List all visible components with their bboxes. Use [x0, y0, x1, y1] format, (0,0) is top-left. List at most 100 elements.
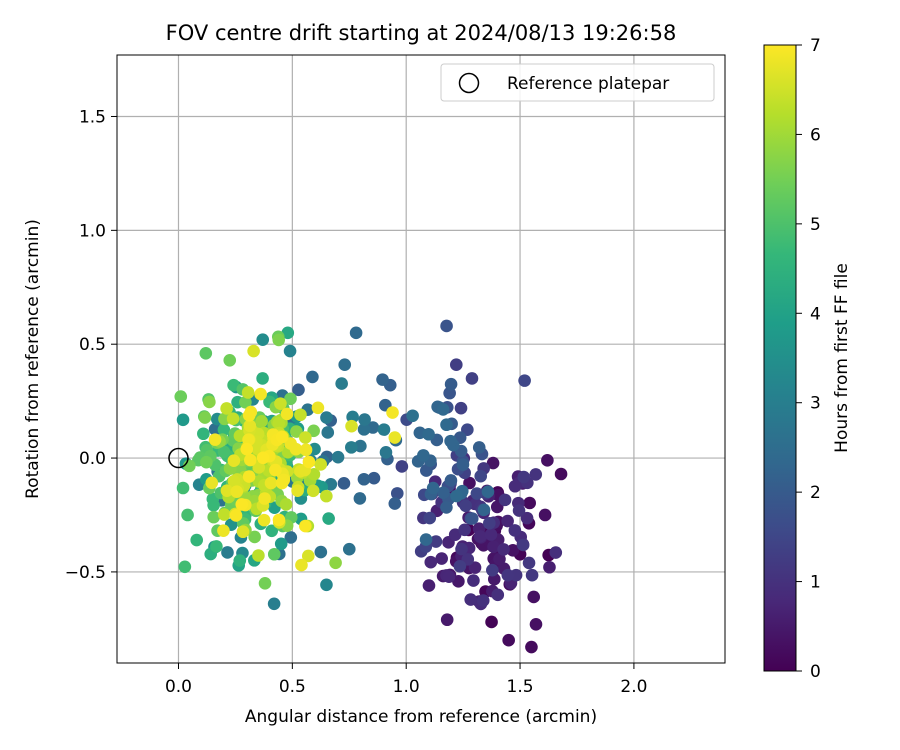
data-point	[243, 419, 257, 433]
data-point	[346, 410, 359, 424]
legend-box	[440, 63, 715, 102]
data-point	[322, 512, 335, 525]
data-point	[474, 469, 488, 483]
reference-platepar-marker	[168, 447, 189, 469]
data-point	[497, 543, 510, 556]
data-point	[512, 504, 526, 517]
data-point	[529, 617, 543, 631]
data-point	[295, 558, 308, 572]
data-point	[280, 407, 294, 421]
data-point	[306, 370, 319, 384]
data-point	[284, 392, 297, 406]
data-point	[470, 487, 484, 500]
data-point	[197, 427, 210, 441]
data-point	[487, 540, 500, 554]
data-point	[477, 503, 491, 517]
data-point	[486, 563, 499, 577]
data-point	[419, 533, 433, 546]
data-point	[423, 511, 437, 525]
data-point	[301, 549, 315, 563]
x-tick-label: 2.0	[620, 677, 647, 697]
data-point	[463, 476, 476, 490]
data-point	[320, 411, 333, 424]
data-points	[174, 319, 568, 654]
data-point	[525, 568, 539, 582]
data-point	[456, 458, 470, 471]
data-point	[543, 560, 556, 574]
data-point	[508, 524, 522, 537]
data-point	[481, 485, 495, 499]
data-point	[240, 442, 254, 456]
colorbar-ticks: 0 1 2 3 4 5 6 7	[796, 36, 821, 682]
data-point	[190, 533, 204, 547]
data-point	[299, 519, 312, 533]
data-point	[493, 552, 506, 566]
data-point	[349, 326, 363, 340]
data-point	[449, 358, 463, 371]
colorbar-tick-label: 5	[810, 215, 821, 235]
data-point	[181, 508, 194, 522]
data-point	[452, 575, 465, 588]
data-point	[226, 412, 240, 425]
data-point	[283, 344, 297, 358]
colorbar-tick-label: 7	[810, 36, 821, 56]
data-point	[257, 513, 271, 527]
data-point	[486, 456, 500, 470]
data-point	[517, 470, 531, 484]
data-point	[529, 468, 543, 481]
data-point	[255, 414, 268, 428]
data-point	[335, 377, 348, 390]
data-point	[244, 453, 257, 467]
data-point	[436, 403, 450, 416]
data-point	[554, 467, 568, 481]
data-point	[302, 455, 316, 469]
data-point	[395, 460, 409, 473]
data-point	[258, 492, 271, 505]
data-point	[440, 613, 454, 627]
data-point	[208, 433, 222, 446]
data-point	[242, 409, 256, 422]
data-point	[454, 401, 468, 415]
data-point	[417, 449, 430, 462]
data-point	[267, 547, 281, 561]
legend-label-reference-platepar: Reference platepar	[507, 74, 669, 94]
data-point	[342, 542, 356, 556]
data-point	[485, 615, 498, 629]
data-point	[437, 486, 450, 500]
x-axis-label: Angular distance from reference (arcmin)	[245, 707, 597, 727]
data-point	[267, 597, 281, 611]
data-point	[233, 554, 247, 567]
data-point	[279, 498, 293, 511]
data-point	[461, 423, 474, 437]
data-point	[321, 426, 335, 439]
data-point	[440, 418, 453, 432]
chart-title: FOV centre drift starting at 2024/08/13 …	[166, 21, 677, 45]
data-point	[258, 576, 272, 590]
data-point	[345, 419, 358, 433]
data-point	[217, 508, 231, 521]
y-tick-label: −0.5	[65, 563, 106, 583]
data-point	[256, 372, 269, 385]
colorbar-tick-label: 0	[810, 662, 821, 682]
data-point	[272, 333, 286, 347]
data-point	[241, 386, 255, 399]
data-point	[290, 425, 303, 438]
data-point	[468, 561, 482, 574]
data-point	[223, 353, 237, 367]
data-point	[476, 594, 490, 607]
data-point	[275, 476, 289, 490]
data-point	[444, 474, 458, 487]
data-point	[252, 461, 266, 474]
colorbar-tick-label: 3	[810, 394, 821, 414]
data-point	[345, 441, 358, 454]
data-point	[269, 463, 282, 477]
data-point	[377, 423, 391, 436]
data-point	[549, 546, 563, 559]
data-point	[217, 445, 231, 459]
data-point	[265, 524, 279, 538]
colorbar-label: Hours from first FF file	[832, 263, 852, 453]
colorbar-tick-label: 1	[810, 573, 821, 593]
data-point	[299, 431, 312, 444]
data-point	[174, 390, 188, 403]
data-point	[501, 568, 515, 582]
